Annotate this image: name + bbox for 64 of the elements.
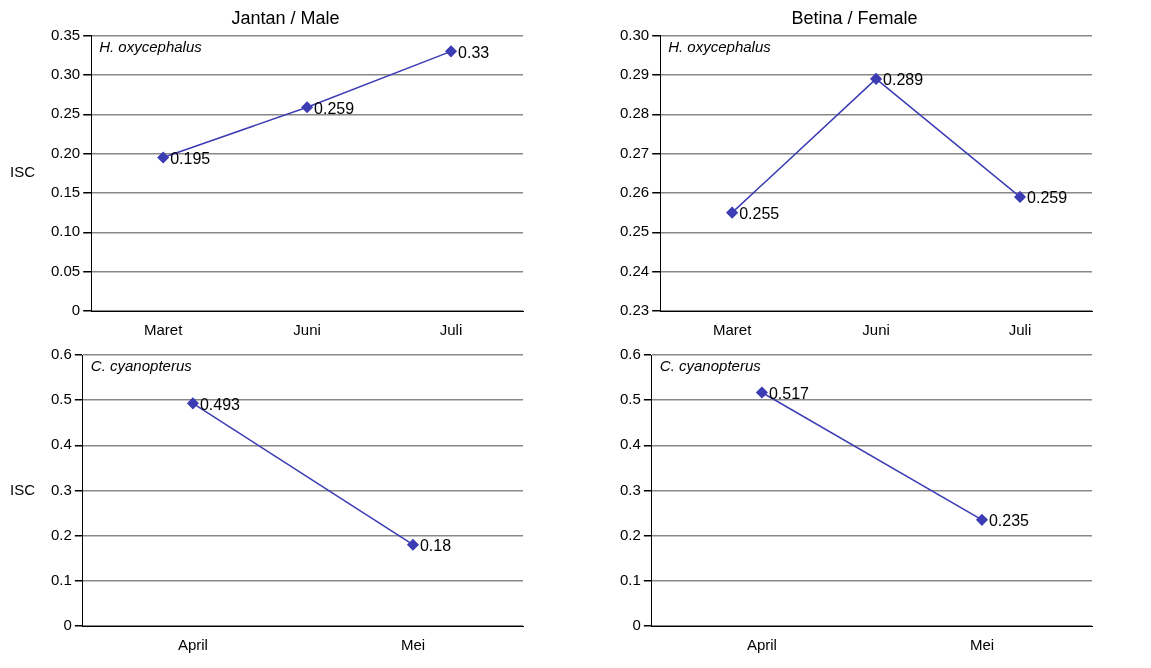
x-tick-label: Mei (969, 636, 995, 654)
annotation: C. cyanopterus (90, 357, 193, 375)
data-label: 0.255 (739, 205, 780, 223)
data-label: 0.289 (883, 71, 924, 89)
y-tick-label: 0.4 (619, 435, 641, 453)
x-tick-label: Maret (712, 321, 753, 339)
x-tick-label: Maret (143, 321, 184, 339)
y-axis-title: ISC (10, 163, 36, 181)
data-label: 0.18 (419, 537, 452, 555)
chart-title: Betina / Female (791, 7, 918, 28)
y-tick-label: 0.1 (50, 570, 72, 588)
y-tick-label: 0.23 (619, 301, 650, 319)
y-tick-label: 0.2 (619, 525, 641, 543)
y-tick-label: 0.25 (50, 104, 81, 122)
y-tick-label: 0.6 (619, 345, 641, 363)
y-tick-label: 0.35 (50, 25, 81, 43)
annotation: H. oxycephalus (668, 37, 772, 55)
point (157, 151, 169, 164)
y-tick-label: 0.05 (50, 261, 81, 279)
y-tick-label: 0.2 (50, 525, 72, 543)
y-tick-label: 0.24 (619, 261, 650, 279)
y-tick-label: 0.29 (619, 65, 650, 83)
x-tick-label: Juli (1008, 321, 1032, 339)
y-tick-label: 0.27 (619, 143, 650, 161)
data-label: 0.517 (768, 384, 810, 402)
x-tick-label: Mei (400, 636, 426, 654)
y-tick-label: 0.3 (50, 480, 72, 498)
x-tick-label: Juli (439, 321, 463, 339)
y-tick-label: 0.20 (50, 143, 81, 161)
y-tick-label: 0.30 (50, 65, 81, 83)
x-tick-label: Juni (862, 321, 890, 339)
y-tick-label: 0.4 (50, 435, 72, 453)
y-tick-label: 0 (63, 616, 72, 634)
y-tick-label: 0.30 (619, 25, 650, 43)
chart-title: Jantan / Male (231, 7, 340, 28)
x-tick-label: April (746, 636, 777, 654)
y-tick-label: 0 (71, 301, 81, 319)
annotation: C. cyanopterus (659, 357, 762, 375)
y-tick-label: 0.3 (619, 480, 641, 498)
y-axis-title: ISC (10, 480, 36, 498)
y-tick-label: 0.28 (619, 104, 650, 122)
y-tick-label: 0.1 (619, 570, 641, 588)
y-tick-label: 0 (632, 616, 641, 634)
x-tick-label: April (177, 636, 208, 654)
point (445, 45, 457, 58)
y-tick-label: 0.10 (50, 222, 81, 240)
x-tick-label: Juni (293, 321, 321, 339)
data-label: 0.33 (458, 43, 490, 61)
y-tick-label: 0.25 (619, 222, 650, 240)
point (1014, 191, 1026, 203)
y-tick-label: 0.5 (619, 390, 641, 408)
point (870, 73, 882, 85)
y-tick-label: 0.6 (50, 345, 72, 363)
y-tick-label: 0.15 (50, 183, 81, 201)
data-label: 0.195 (170, 149, 211, 167)
data-label: 0.493 (199, 395, 241, 413)
y-tick-label: 0.5 (50, 390, 72, 408)
data-label: 0.259 (314, 99, 355, 117)
data-label: 0.259 (1027, 189, 1068, 207)
point (301, 101, 313, 113)
annotation: H. oxycephalus (99, 37, 203, 55)
data-label: 0.235 (988, 512, 1030, 530)
point (726, 206, 738, 219)
y-tick-label: 0.26 (619, 183, 650, 201)
